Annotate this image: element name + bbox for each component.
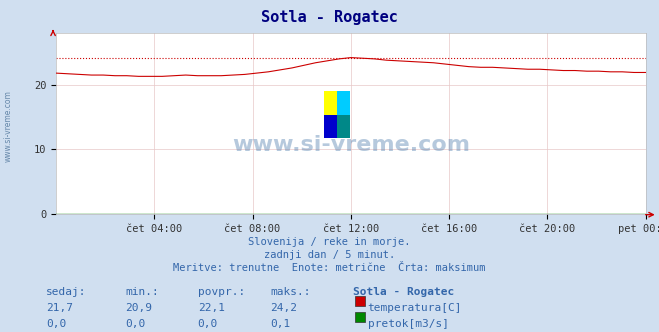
Bar [324,115,337,138]
Text: 0,1: 0,1 [270,319,291,329]
Text: 21,7: 21,7 [46,303,73,313]
Text: Meritve: trenutne  Enote: metrične  Črta: maksimum: Meritve: trenutne Enote: metrične Črta: … [173,263,486,273]
Text: zadnji dan / 5 minut.: zadnji dan / 5 minut. [264,250,395,260]
Text: 0,0: 0,0 [46,319,67,329]
Text: 0,0: 0,0 [125,319,146,329]
Text: 0,0: 0,0 [198,319,218,329]
Text: 22,1: 22,1 [198,303,225,313]
Text: pretok[m3/s]: pretok[m3/s] [368,319,449,329]
Text: 24,2: 24,2 [270,303,297,313]
Text: temperatura[C]: temperatura[C] [368,303,462,313]
Bar [324,91,337,115]
Text: maks.:: maks.: [270,287,310,297]
Text: www.si-vreme.com: www.si-vreme.com [232,135,470,155]
Text: 20,9: 20,9 [125,303,152,313]
Bar [337,91,351,115]
Text: Slovenija / reke in morje.: Slovenija / reke in morje. [248,237,411,247]
Bar [337,115,351,138]
Text: www.si-vreme.com: www.si-vreme.com [3,90,13,162]
Text: povpr.:: povpr.: [198,287,245,297]
Text: sedaj:: sedaj: [46,287,86,297]
Text: min.:: min.: [125,287,159,297]
Text: Sotla - Rogatec: Sotla - Rogatec [261,10,398,25]
Text: Sotla - Rogatec: Sotla - Rogatec [353,287,454,297]
